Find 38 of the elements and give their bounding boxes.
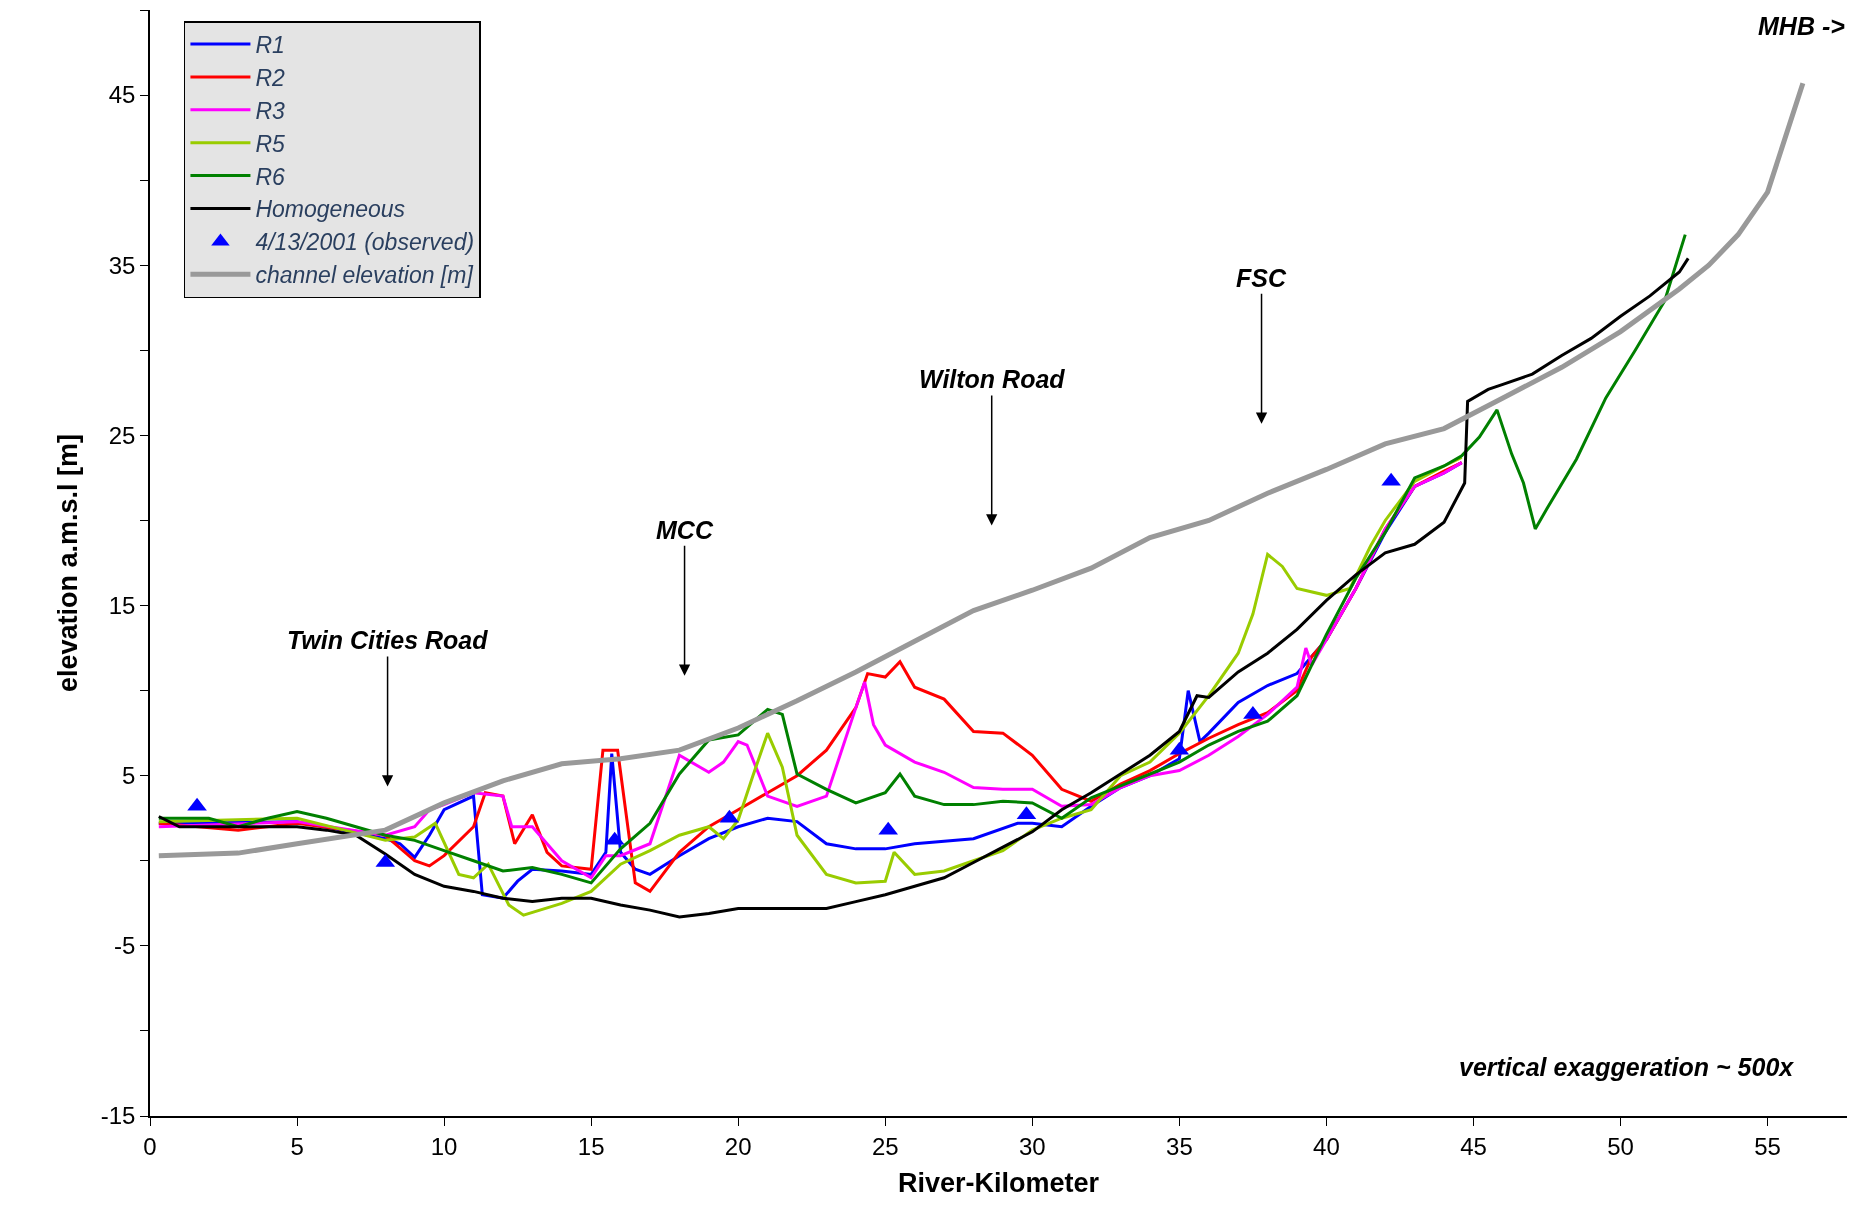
x-axis-title: River-Kilometer [897,1168,1100,1199]
x-tick-label: 35 [1166,1132,1193,1160]
y-tick-label: 15 [108,591,136,619]
legend-label: R3 [255,97,286,124]
legend-label: R5 [255,130,286,157]
x-tick-label: 30 [1018,1132,1046,1160]
annotation: Twin Cities Road [287,626,489,654]
annotation: MHB -> [1758,12,1846,40]
legend-label: channel elevation [m] [255,262,474,289]
legend-label: 4/13/2001 (observed) [255,229,475,256]
legend-label: R2 [255,64,286,91]
annotation: vertical exaggeration ~ 500x [1459,1053,1795,1081]
x-tick-label: 20 [724,1132,752,1160]
legend-label: Homogeneous [255,196,406,223]
annotation: MCC [656,516,714,544]
y-tick-label: 45 [108,81,136,109]
legend-label: R6 [255,163,286,190]
point [1381,472,1401,486]
y-axis-title: elevation a.m.s.l [m] [53,433,84,693]
x-tick-label: 15 [577,1132,605,1160]
y-tick-label: 25 [108,421,136,449]
x-tick-label: 40 [1313,1132,1340,1160]
y-tick-label: -5 [114,932,136,960]
point [1243,705,1263,719]
annotation: Wilton Road [919,365,1066,393]
y-tick-label: -15 [100,1102,136,1130]
point [187,797,207,811]
legend-label: R1 [255,31,285,58]
x-tick-label: 10 [430,1132,458,1160]
y-tick-label: 5 [122,762,136,790]
x-tick-label: 50 [1607,1132,1634,1160]
x-tick-label: 55 [1754,1132,1781,1160]
y-tick-label: 35 [108,251,136,279]
x-tick-label: 25 [871,1132,899,1160]
annotation: FSC [1236,264,1287,292]
x-tick-label: 5 [290,1132,304,1160]
x-tick-label: 0 [143,1132,157,1160]
x-tick-label: 45 [1460,1132,1487,1160]
